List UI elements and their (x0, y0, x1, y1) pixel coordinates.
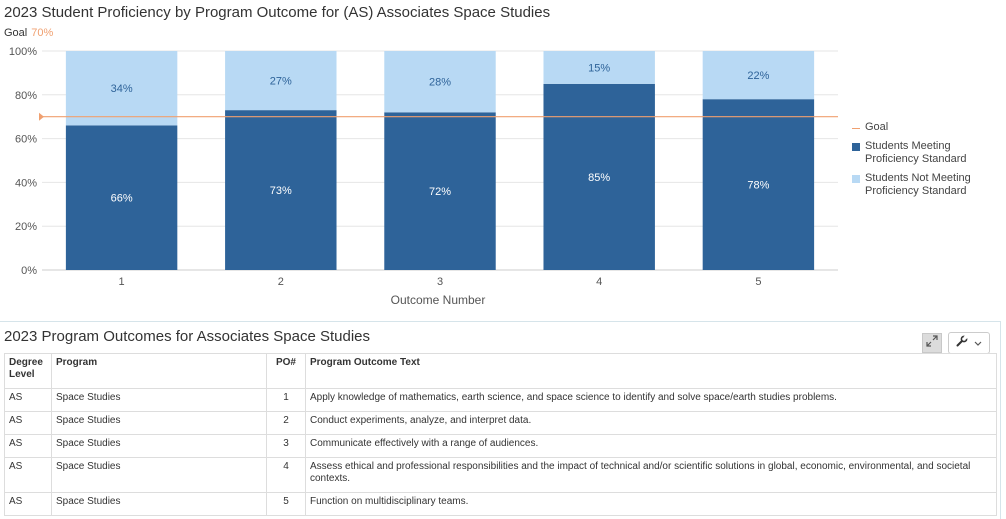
meeting-swatch (852, 143, 860, 151)
chart-title: 2023 Student Proficiency by Program Outc… (4, 4, 551, 21)
data-label-meeting: 72% (429, 186, 451, 198)
tools-menu-button[interactable] (948, 332, 990, 354)
cell-program: Space Studies (51, 434, 267, 458)
bar-not-meeting (384, 51, 496, 113)
data-label-meeting: 66% (111, 193, 133, 205)
data-label-meeting: 85% (588, 172, 610, 184)
goal-line-swatch (852, 128, 860, 129)
x-axis-title: Outcome Number (391, 293, 486, 307)
data-label-not-meeting: 27% (270, 76, 292, 88)
x-tick-label: 3 (437, 276, 443, 288)
data-label-not-meeting: 15% (588, 62, 610, 74)
data-label-not-meeting: 28% (429, 77, 451, 89)
cell-degree: AS (4, 492, 52, 516)
legend-label-goal: Goal (865, 121, 889, 133)
header-degree-level[interactable]: Degree Level (4, 353, 52, 389)
cell-po: 3 (266, 434, 306, 458)
cell-po: 2 (266, 411, 306, 435)
goal-indicator: Goal 70% (4, 27, 53, 39)
cell-po: 4 (266, 457, 306, 493)
table-row: AS Space Studies 1 Apply knowledge of ma… (4, 388, 997, 412)
cell-degree: AS (4, 457, 52, 493)
cell-degree: AS (4, 411, 52, 435)
legend-item-goal[interactable]: Goal (852, 121, 980, 134)
y-tick-label: 60% (15, 134, 37, 146)
y-tick-label: 0% (21, 265, 37, 277)
x-tick-label: 4 (596, 276, 602, 288)
y-tick-label: 100% (9, 46, 37, 58)
legend-item-not-meeting[interactable]: Students Not Meeting Proficiency Standar… (852, 172, 980, 198)
bar-meeting (225, 110, 337, 270)
bar-not-meeting (225, 51, 337, 111)
cell-outcome-text: Function on multidisciplinary teams. (305, 492, 997, 516)
legend-item-meeting[interactable]: Students Meeting Proficiency Standard (852, 140, 980, 166)
data-label-meeting: 78% (747, 180, 769, 192)
cell-degree: AS (4, 388, 52, 412)
outcomes-table-panel: 2023 Program Outcomes for Associates Spa… (0, 321, 1001, 519)
table-row: AS Space Studies 5 Function on multidisc… (4, 492, 997, 516)
table-header-row: Degree Level Program PO# Program Outcome… (4, 353, 997, 389)
bar-meeting (65, 125, 178, 271)
cell-outcome-text: Apply knowledge of mathematics, earth sc… (305, 388, 997, 412)
legend-label-meeting: Students Meeting Proficiency Standard (865, 140, 967, 165)
cell-outcome-text: Conduct experiments, analyze, and interp… (305, 411, 997, 435)
header-program[interactable]: Program (51, 353, 267, 389)
bar-not-meeting (702, 51, 815, 100)
expand-button[interactable] (922, 333, 942, 353)
y-tick-label: 20% (15, 221, 37, 233)
data-label-not-meeting: 34% (111, 83, 133, 95)
table-row: AS Space Studies 4 Assess ethical and pr… (4, 457, 997, 493)
bar-not-meeting (65, 51, 178, 126)
header-po-number[interactable]: PO# (266, 353, 306, 389)
cell-outcome-text: Assess ethical and professional responsi… (305, 457, 997, 493)
y-tick-label: 40% (15, 177, 37, 189)
table-title: 2023 Program Outcomes for Associates Spa… (4, 328, 371, 345)
y-tick-label: 80% (15, 90, 37, 102)
goal-value: 70% (31, 27, 54, 39)
expand-icon (926, 334, 938, 352)
chart-legend: Goal Students Meeting Proficiency Standa… (852, 121, 980, 204)
cell-degree: AS (4, 434, 52, 458)
bar-meeting (543, 83, 655, 270)
not-meeting-swatch (852, 175, 860, 183)
cell-program: Space Studies (51, 457, 267, 493)
table-row: AS Space Studies 3 Communicate effective… (4, 434, 997, 458)
cell-program: Space Studies (51, 492, 267, 516)
data-label-not-meeting: 22% (747, 70, 769, 82)
x-tick-label: 5 (755, 276, 761, 288)
bar-not-meeting (543, 51, 655, 84)
x-tick-label: 1 (119, 276, 125, 288)
wrench-icon (956, 334, 969, 352)
table-row: AS Space Studies 2 Conduct experiments, … (4, 411, 997, 435)
header-outcome-text[interactable]: Program Outcome Text (305, 353, 997, 389)
data-label-meeting: 73% (270, 185, 292, 197)
chevron-down-icon (974, 334, 982, 352)
x-tick-label: 2 (278, 276, 284, 288)
bar-meeting (702, 99, 815, 271)
cell-outcome-text: Communicate effectively with a range of … (305, 434, 997, 458)
bar-meeting (384, 112, 496, 270)
stacked-bar-chart: 0% 20% 40% 60% 80% 100% 66% 34% 1 73% 27% 2 72% 28% 3 8… (9, 46, 838, 307)
goal-label: Goal (4, 27, 28, 39)
outcomes-table: Degree Level Program PO# Program Outcome… (4, 353, 997, 516)
cell-program: Space Studies (51, 411, 267, 435)
cell-po: 1 (266, 388, 306, 412)
goal-marker (39, 112, 44, 121)
cell-po: 5 (266, 492, 306, 516)
legend-label-not-meeting: Students Not Meeting Proficiency Standar… (865, 172, 971, 197)
cell-program: Space Studies (51, 388, 267, 412)
